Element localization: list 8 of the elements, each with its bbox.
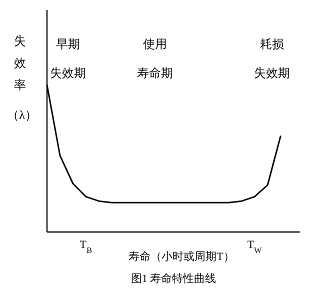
x-tick-label: T$_{B}$ [80,239,93,254]
text: 失效率（λ） [7,34,37,122]
text: 使用寿命期 [137,37,173,80]
text: 图1 寿命特性曲线 [130,272,216,285]
text: 早期失效期 [50,37,86,80]
x-tick-label: T$_{W}$ [247,239,262,254]
text: 耗损失效期 [254,37,290,80]
x-axis-title: 寿命（小时或周期T） [128,250,234,263]
